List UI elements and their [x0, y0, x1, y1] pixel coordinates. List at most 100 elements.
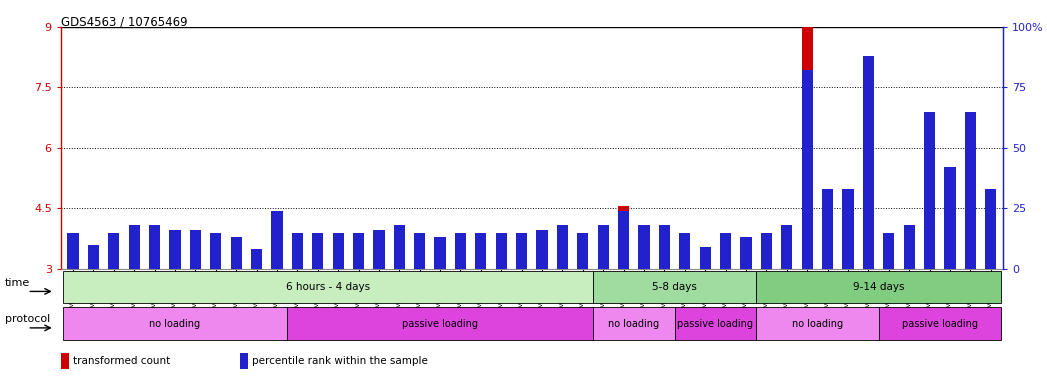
Bar	[618, 206, 629, 269]
Bar	[925, 116, 935, 269]
Bar	[287, 307, 593, 340]
Bar	[740, 237, 752, 269]
Bar	[964, 112, 976, 269]
Bar	[944, 167, 956, 269]
Bar	[170, 230, 180, 269]
Bar	[495, 233, 507, 269]
Bar	[353, 233, 364, 269]
Bar	[618, 211, 629, 269]
Text: protocol: protocol	[5, 314, 50, 324]
Bar	[374, 230, 384, 269]
Bar	[720, 252, 731, 269]
Text: passive loading: passive loading	[901, 318, 978, 329]
Bar	[781, 225, 793, 269]
Bar	[230, 237, 242, 269]
Bar	[802, 70, 812, 269]
Bar	[88, 265, 99, 269]
Bar	[536, 230, 548, 269]
Text: transformed count: transformed count	[72, 356, 170, 366]
Bar	[904, 251, 915, 269]
Bar	[149, 247, 160, 269]
Bar	[557, 249, 569, 269]
Bar	[454, 233, 466, 269]
Bar	[108, 259, 119, 269]
Bar	[292, 253, 303, 269]
Text: GDS4563 / 10765469: GDS4563 / 10765469	[61, 15, 187, 28]
Bar	[394, 249, 405, 269]
Bar	[925, 112, 935, 269]
Bar	[210, 251, 221, 269]
Bar	[312, 233, 324, 269]
Bar	[680, 233, 690, 269]
Bar	[251, 263, 262, 269]
Bar	[333, 253, 343, 269]
Bar	[210, 233, 221, 269]
Bar	[964, 116, 976, 269]
Bar	[251, 250, 262, 269]
Text: 5-8 days: 5-8 days	[652, 282, 697, 292]
Bar	[756, 271, 1001, 303]
Bar	[475, 233, 487, 269]
Bar	[822, 202, 833, 269]
Bar	[170, 249, 180, 269]
Bar	[878, 307, 1001, 340]
Bar	[985, 202, 997, 269]
Bar	[781, 251, 793, 269]
Text: percentile rank within the sample: percentile rank within the sample	[251, 356, 427, 366]
Bar	[822, 189, 833, 269]
Bar	[863, 59, 874, 269]
Bar	[904, 225, 915, 269]
Text: passive loading: passive loading	[402, 318, 478, 329]
Bar	[454, 252, 466, 269]
Bar	[593, 271, 756, 303]
Text: no loading: no loading	[608, 318, 660, 329]
Bar	[271, 214, 283, 269]
Bar	[557, 225, 569, 269]
Bar	[312, 253, 324, 269]
Bar	[230, 253, 242, 269]
Bar	[108, 233, 119, 269]
Bar	[761, 252, 772, 269]
Bar	[271, 211, 283, 269]
Bar	[699, 264, 711, 269]
Bar	[129, 247, 139, 269]
Bar	[67, 233, 79, 269]
Bar	[598, 251, 609, 269]
Bar	[756, 307, 878, 340]
Bar	[680, 253, 690, 269]
Bar	[598, 225, 609, 269]
Bar	[577, 253, 588, 269]
Bar	[495, 253, 507, 269]
Bar	[435, 253, 446, 269]
Bar	[333, 233, 343, 269]
Bar	[863, 56, 874, 269]
Bar	[593, 307, 674, 340]
Bar	[720, 233, 731, 269]
Text: no loading: no loading	[792, 318, 843, 329]
Bar	[353, 253, 364, 269]
Text: passive loading: passive loading	[677, 318, 754, 329]
Bar	[674, 307, 756, 340]
Bar	[394, 225, 405, 269]
Bar	[149, 225, 160, 269]
Bar	[536, 252, 548, 269]
Bar	[374, 252, 384, 269]
Bar	[63, 307, 287, 340]
Bar	[415, 252, 425, 269]
Bar	[415, 233, 425, 269]
Bar	[639, 225, 649, 269]
Bar	[761, 233, 772, 269]
Bar	[67, 259, 79, 269]
Bar	[740, 253, 752, 269]
Bar	[884, 233, 894, 269]
Bar	[240, 353, 248, 369]
Bar	[435, 237, 446, 269]
Bar	[843, 202, 853, 269]
Bar	[944, 188, 956, 269]
Text: no loading: no loading	[150, 318, 201, 329]
Bar	[88, 245, 99, 269]
Bar	[802, 27, 812, 269]
Text: 6 hours - 4 days: 6 hours - 4 days	[286, 282, 370, 292]
Bar	[985, 189, 997, 269]
Text: time: time	[5, 278, 30, 288]
